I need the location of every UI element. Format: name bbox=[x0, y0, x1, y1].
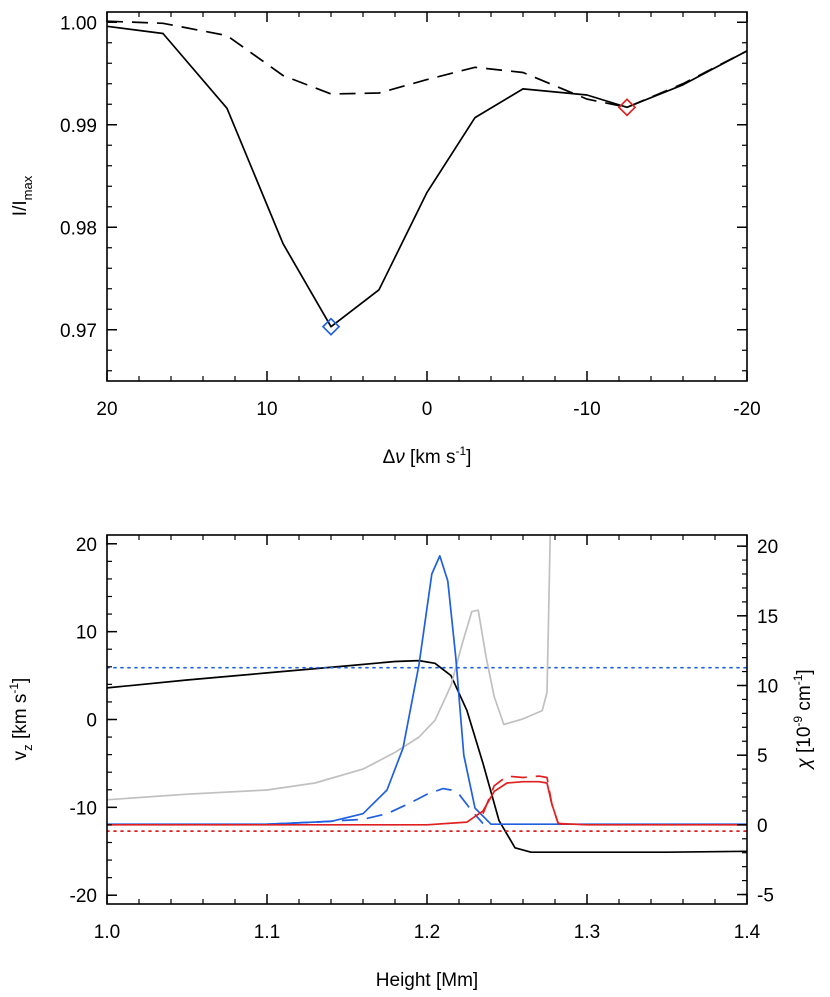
top-panel: 20 10 0 -10 -200.970.980.991.00 Δν [km s-1] … bbox=[10, 11, 761, 468]
series-line-1-7 bbox=[482, 775, 572, 826]
series-line-1-5 bbox=[266, 787, 484, 826]
bottom-ticks: 1.0 1.1 1.2 1.3 1.4 -20 -10 0 10 20 -5 0 5 10 15 20 bbox=[70, 535, 779, 943]
series-line-1-3 bbox=[107, 535, 552, 801]
bottom-plot-area bbox=[107, 535, 747, 854]
y-tick-label: 0.98 bbox=[60, 218, 97, 239]
diamond-marker-1 bbox=[617, 98, 637, 117]
bottom-y-axis-title: vz [km s-1] bbox=[7, 678, 35, 761]
series-line-1-6 bbox=[107, 780, 747, 826]
top-x-axis-title: Δν [km s-1] bbox=[383, 444, 472, 468]
y-tick-label: 0 bbox=[86, 711, 97, 732]
x-tick-label: 10 bbox=[256, 399, 277, 420]
y2-tick-label: 5 bbox=[757, 746, 768, 767]
y2-tick-label: 20 bbox=[757, 537, 778, 558]
x-tick-label: 0 bbox=[422, 399, 433, 420]
y2-tick-label: 0 bbox=[757, 816, 768, 837]
x-tick-label: 1.3 bbox=[574, 922, 600, 943]
y2-tick-label: -5 bbox=[757, 886, 774, 907]
x-tick-label: 20 bbox=[96, 399, 117, 420]
y-tick-label: 20 bbox=[76, 535, 97, 556]
y-tick-label: 0.99 bbox=[60, 116, 97, 137]
top-axes-frame bbox=[106, 11, 748, 382]
bottom-axes-frame bbox=[106, 534, 748, 905]
x-tick-label: 1.2 bbox=[414, 922, 440, 943]
x-tick-label: -10 bbox=[573, 399, 600, 420]
y-tick-label: 1.00 bbox=[60, 13, 97, 34]
top-ticks: 20 10 0 -10 -20 0.97 0.98 0.99 1.00 bbox=[60, 12, 761, 420]
series-line-1-4 bbox=[107, 555, 747, 826]
x-tick-label: 1.4 bbox=[734, 922, 761, 943]
x-tick-label: 1.1 bbox=[254, 922, 280, 943]
diamond-marker-0 bbox=[321, 317, 341, 336]
bottom-x-axis-title: Height [Mm] bbox=[376, 970, 478, 991]
y2-tick-label: 15 bbox=[757, 607, 778, 628]
top-y-axis-title: I/Imax bbox=[10, 175, 35, 216]
y-tick-label: -20 bbox=[70, 886, 97, 907]
series-line-0-1 bbox=[107, 20, 747, 109]
x-tick-label: -20 bbox=[733, 399, 760, 420]
y-tick-label: -10 bbox=[70, 798, 97, 819]
top-plot-area bbox=[107, 20, 747, 336]
y2-tick-label: 10 bbox=[757, 676, 778, 697]
x-tick-label: 1.0 bbox=[94, 922, 120, 943]
bottom-y2-axis-title: χ [10-9 cm-1] bbox=[791, 669, 815, 770]
series-line-0-0 bbox=[107, 25, 747, 328]
y-tick-label: 10 bbox=[76, 623, 97, 644]
bottom-panel: 1.0 1.1 1.2 1.3 1.4 -20 -10 0 10 20 -5 0 5 10 15 20 Hei… bbox=[7, 534, 815, 991]
y-tick-label: 0.97 bbox=[60, 321, 97, 342]
